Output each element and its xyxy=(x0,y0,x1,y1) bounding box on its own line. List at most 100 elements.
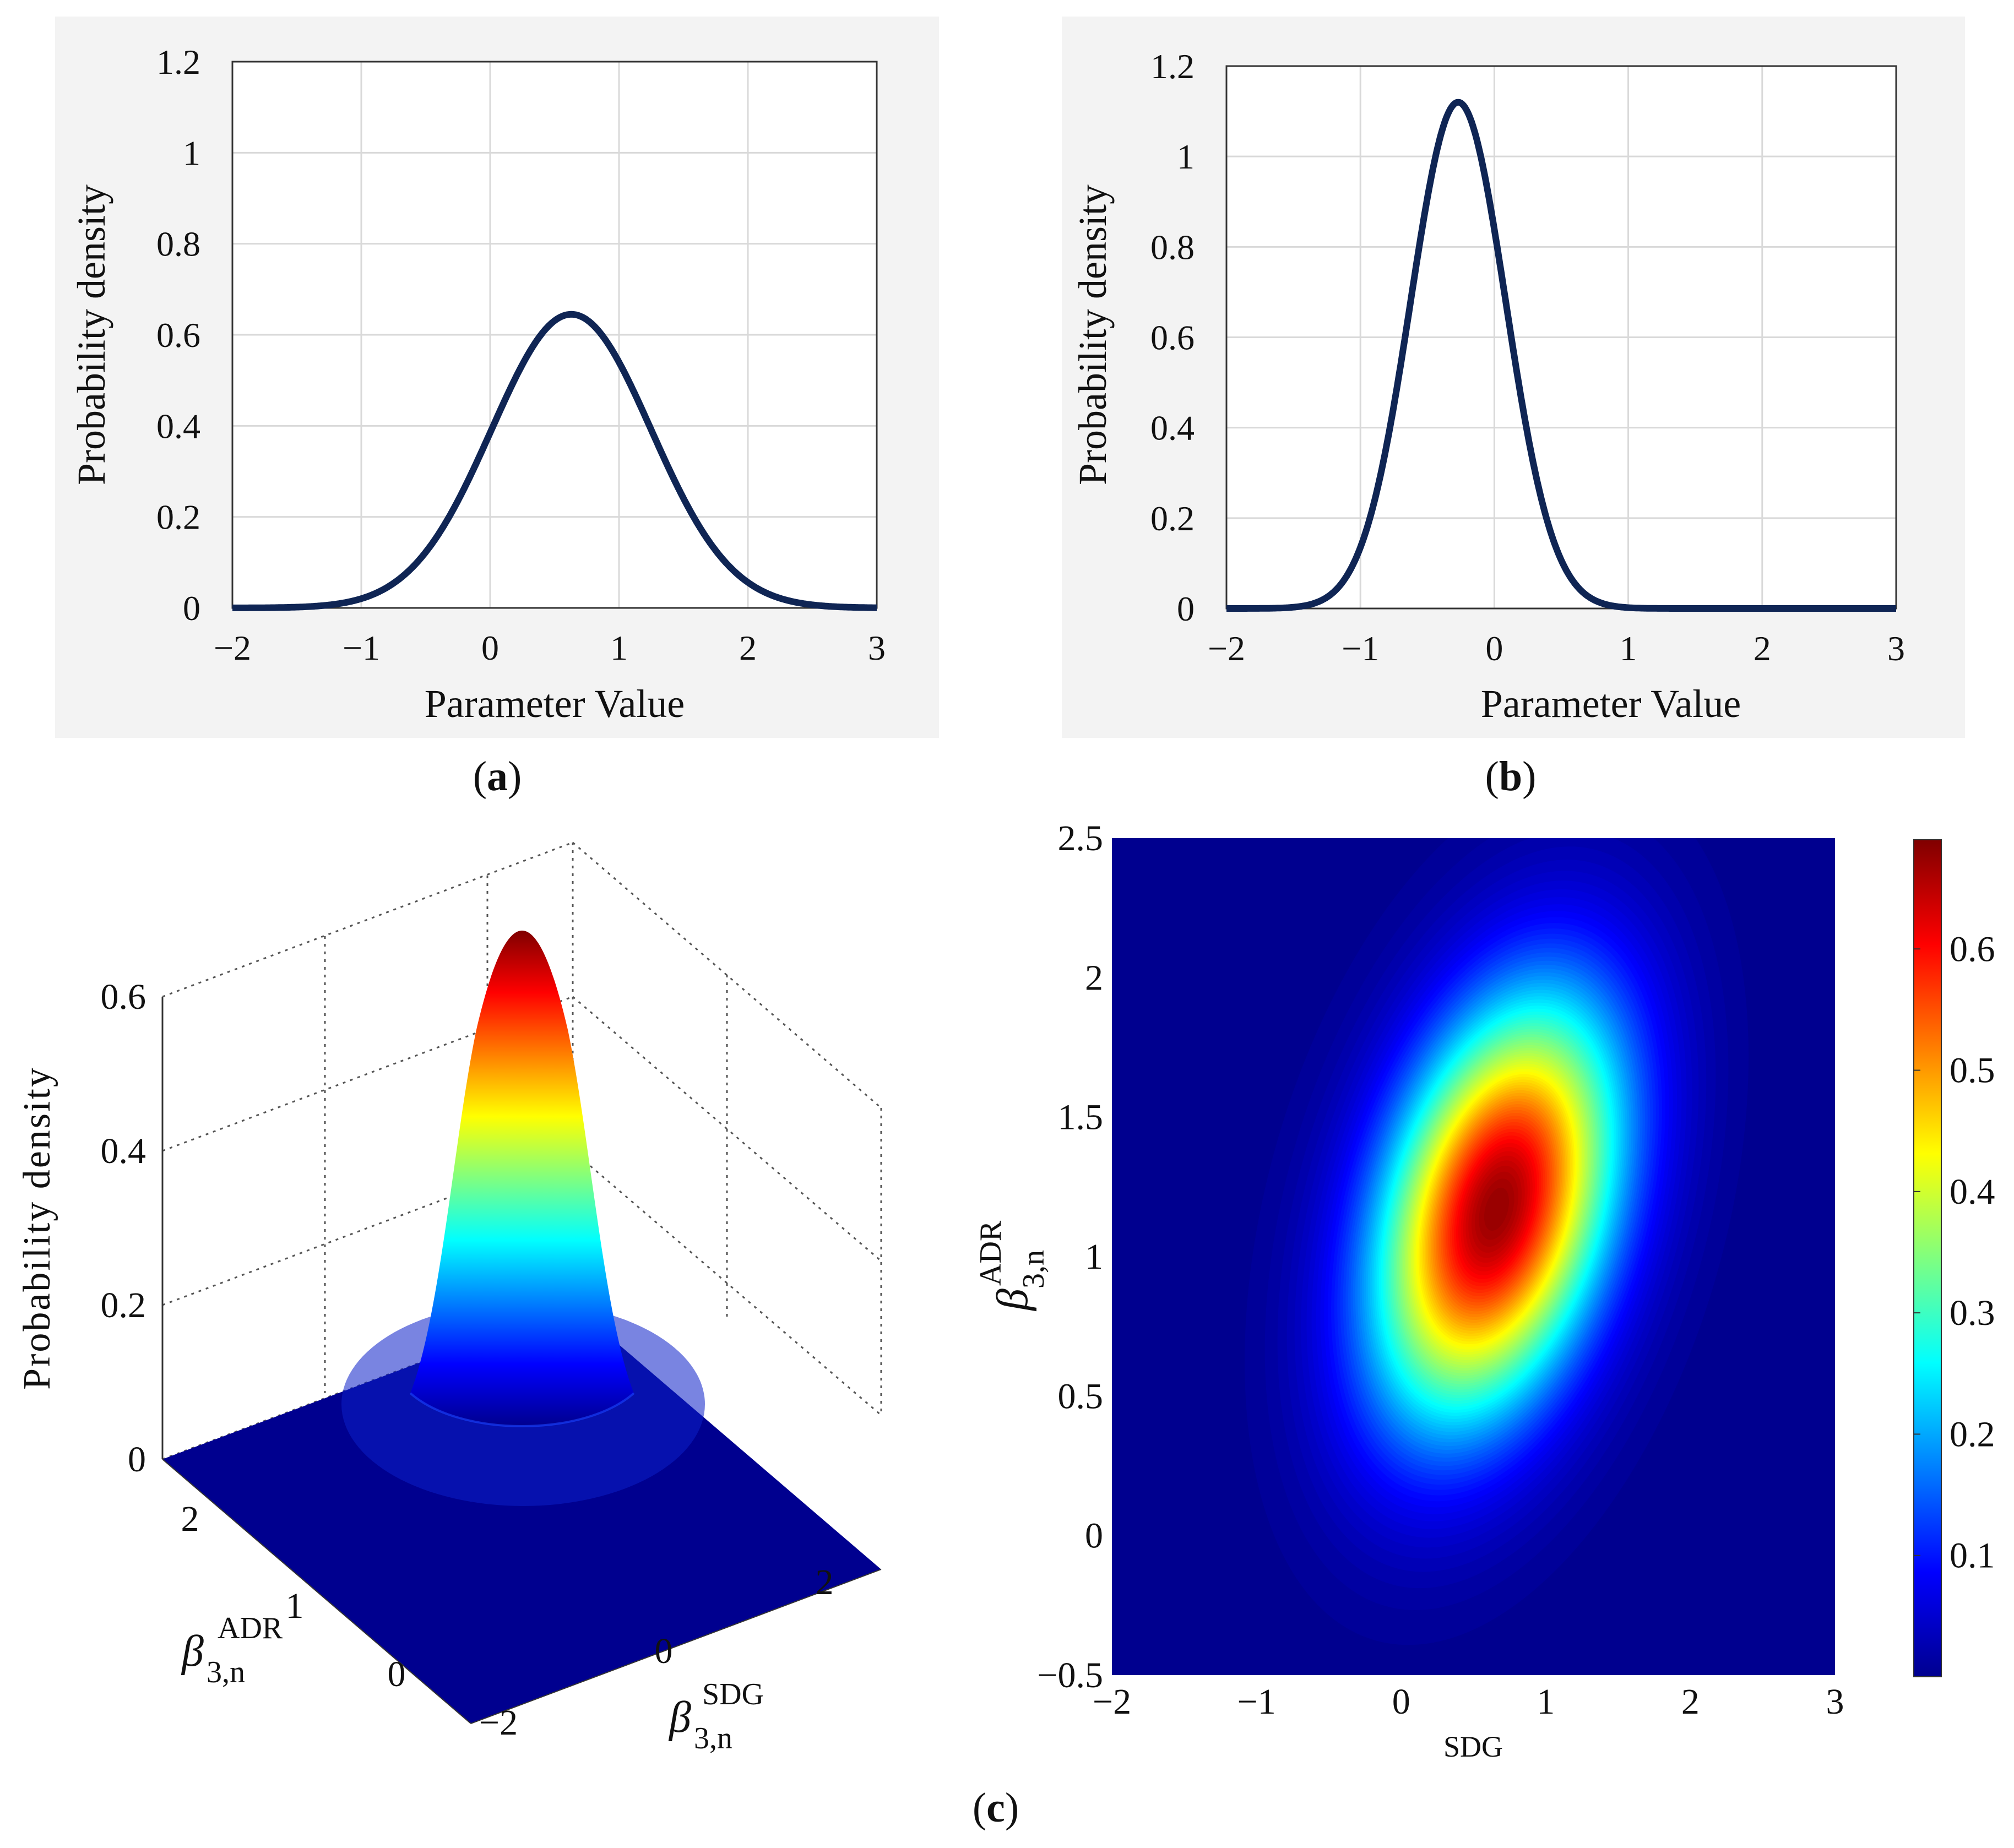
a-y-tick-6: 1.2 xyxy=(156,42,200,81)
panel-b-caption: (b) xyxy=(1485,753,1537,800)
caption-open-paren: ( xyxy=(973,1785,986,1831)
colorbar-tick-1: 0.2 xyxy=(1950,1414,1995,1454)
colorbar-tick-4: 0.5 xyxy=(1950,1051,1995,1091)
panel-b-x-tick-labels: −2 −1 0 1 2 3 xyxy=(1208,629,1905,668)
colorbar-tick-3: 0.4 xyxy=(1950,1172,1995,1212)
heatmap-contour-bands xyxy=(1244,838,1749,1645)
heatmap-x-tick-1: −1 xyxy=(1237,1682,1275,1722)
caption-letter: c xyxy=(986,1785,1005,1831)
b-y-tick-2: 0.4 xyxy=(1150,409,1195,448)
heatmap-x-tick-labels: −2 −1 0 1 2 3 xyxy=(1093,1682,1844,1722)
heatmap-x-tick-4: 2 xyxy=(1681,1682,1700,1722)
b-y-tick-3: 0.6 xyxy=(1150,318,1195,357)
surface-peak-base-edge xyxy=(409,1392,635,1427)
b-x-tick-0: −2 xyxy=(1208,629,1245,668)
heatmap-y-tick-2: 0.5 xyxy=(1058,1376,1104,1416)
surface-x-label-base: β xyxy=(668,1693,691,1742)
panel-b-y-tick-labels: 0 0.2 0.4 0.6 0.8 1 1.2 xyxy=(1150,47,1195,628)
surface-x-tick-0: 0 xyxy=(655,1631,673,1671)
b-x-tick-5: 3 xyxy=(1887,629,1905,668)
heatmap-x-tick-2: 0 xyxy=(1392,1682,1410,1722)
panel-b: 0 0.2 0.4 0.6 0.8 1 1.2 −2 −1 0 1 2 3 Parameter Val… xyxy=(1062,17,1965,738)
b-x-tick-4: 2 xyxy=(1754,629,1771,668)
panel-a-density-curve xyxy=(230,311,879,611)
b-x-tick-2: 0 xyxy=(1485,629,1503,668)
a-x-tick-1: −1 xyxy=(343,628,380,667)
panel-c-surface-plot: 0 0.2 0.4 0.6 −2 0 2 0 1 2 Probability d… xyxy=(16,841,882,1755)
surface-x-label-sup: SDG xyxy=(702,1677,764,1711)
panel-a-caption: (a) xyxy=(473,753,522,800)
panel-c-caption-label: (c) xyxy=(973,1785,1019,1831)
colorbar-tick-5: 0.6 xyxy=(1950,929,1995,969)
heatmap-y-tick-1: 0 xyxy=(1085,1516,1103,1556)
a-x-tick-5: 3 xyxy=(868,628,886,667)
heatmap-colorbar xyxy=(1913,839,1942,1677)
caption-close-paren: ) xyxy=(1005,1785,1019,1831)
heatmap-y-tick-5: 2 xyxy=(1085,958,1103,998)
surface-y-label-sup: ADR xyxy=(218,1611,283,1645)
b-y-tick-4: 0.8 xyxy=(1150,227,1195,267)
surface-z-tick-0.6: 0.6 xyxy=(101,977,146,1017)
a-y-tick-5: 1 xyxy=(183,133,200,172)
panel-c-heatmap: −0.500.511.522.5 −2 −1 0 1 2 3 SDG β ADR 3,n … xyxy=(974,818,1995,1763)
caption-close-paren: ) xyxy=(1522,753,1536,800)
a-y-tick-3: 0.6 xyxy=(156,316,200,355)
heatmap-x-tick-3: 1 xyxy=(1537,1682,1555,1722)
surface-y-tick-1: 1 xyxy=(286,1586,304,1626)
surface-y-label-sub: 3,n xyxy=(207,1655,245,1689)
b-y-tick-1: 0.2 xyxy=(1150,499,1195,538)
colorbar-tick-2: 0.3 xyxy=(1950,1293,1995,1333)
a-y-tick-0: 0 xyxy=(183,589,200,628)
b-x-tick-3: 1 xyxy=(1620,629,1637,668)
b-y-tick-6: 1.2 xyxy=(1150,47,1195,86)
panel-a: 0 0.2 0.4 0.6 0.8 1 1.2 −2 −1 0 1 2 3 Parameter Val… xyxy=(55,17,939,738)
colorbar-tick-labels: 0.1 0.2 0.3 0.4 0.5 0.6 xyxy=(1914,929,1995,1576)
panel-a-frame xyxy=(231,61,878,609)
caption-letter: b xyxy=(1499,753,1522,800)
heatmap-x-tick-0: −2 xyxy=(1093,1682,1131,1722)
panel-c-caption: (c) xyxy=(973,1785,1019,1831)
surface-z-tick-0: 0 xyxy=(128,1439,146,1480)
surface-y-axis-label: β ADR 3,n xyxy=(181,1611,283,1689)
panel-b-y-label: Probability density xyxy=(1071,184,1115,485)
surface-z-tick-0.2: 0.2 xyxy=(101,1285,146,1325)
surface-y-tick-2: 2 xyxy=(181,1499,199,1539)
heatmap-y-tick-6: 2.5 xyxy=(1058,818,1104,858)
a-x-tick-2: 0 xyxy=(481,628,499,667)
panel-a-caption-label: (a) xyxy=(473,753,522,800)
surface-y-label-base: β xyxy=(181,1627,204,1676)
surface-x-tick-2: 2 xyxy=(816,1562,834,1602)
surface-z-tick-0.4: 0.4 xyxy=(101,1131,146,1171)
heatmap-y-tick-4: 1.5 xyxy=(1058,1097,1104,1138)
panel-a-x-label: Parameter Value xyxy=(425,682,685,726)
caption-letter: a xyxy=(487,753,508,800)
heatmap-x-tick-5: 3 xyxy=(1826,1682,1844,1722)
panel-a-y-label: Probability density xyxy=(69,184,113,485)
surface-peak xyxy=(410,931,634,1426)
surface-x-axis-label: β SDG 3,n xyxy=(668,1677,764,1755)
panel-a-y-tick-labels: 0 0.2 0.4 0.6 0.8 1 1.2 xyxy=(156,42,200,628)
heatmap-y-label-sup: ADR xyxy=(974,1220,1008,1286)
heatmap-y-label-sub: 3,n xyxy=(1017,1250,1051,1289)
a-x-tick-3: 1 xyxy=(610,628,628,667)
a-x-tick-0: −2 xyxy=(214,628,251,667)
a-x-tick-4: 2 xyxy=(739,628,757,667)
surface-x-tick-labels: −2 0 2 xyxy=(479,1562,834,1743)
surface-y-axis xyxy=(162,1459,471,1724)
panel-a-x-tick-labels: −2 −1 0 1 2 3 xyxy=(214,628,886,667)
caption-close-paren: ) xyxy=(508,753,522,800)
b-x-tick-1: −1 xyxy=(1342,629,1379,668)
a-y-tick-4: 0.8 xyxy=(156,225,200,264)
caption-open-paren: ( xyxy=(1485,753,1499,800)
panel-b-caption-label: (b) xyxy=(1485,753,1537,800)
b-y-tick-5: 1 xyxy=(1177,137,1195,176)
heatmap-x-label: SDG xyxy=(1443,1730,1503,1763)
caption-open-paren: ( xyxy=(473,753,487,800)
a-y-tick-1: 0.2 xyxy=(156,498,200,537)
heatmap-y-label-base: β xyxy=(989,1289,1037,1312)
panel-b-frame xyxy=(1225,65,1897,610)
a-y-tick-2: 0.4 xyxy=(156,406,200,445)
surface-x-axis xyxy=(470,1569,882,1724)
surface-z-label: Probability density xyxy=(16,1066,58,1390)
